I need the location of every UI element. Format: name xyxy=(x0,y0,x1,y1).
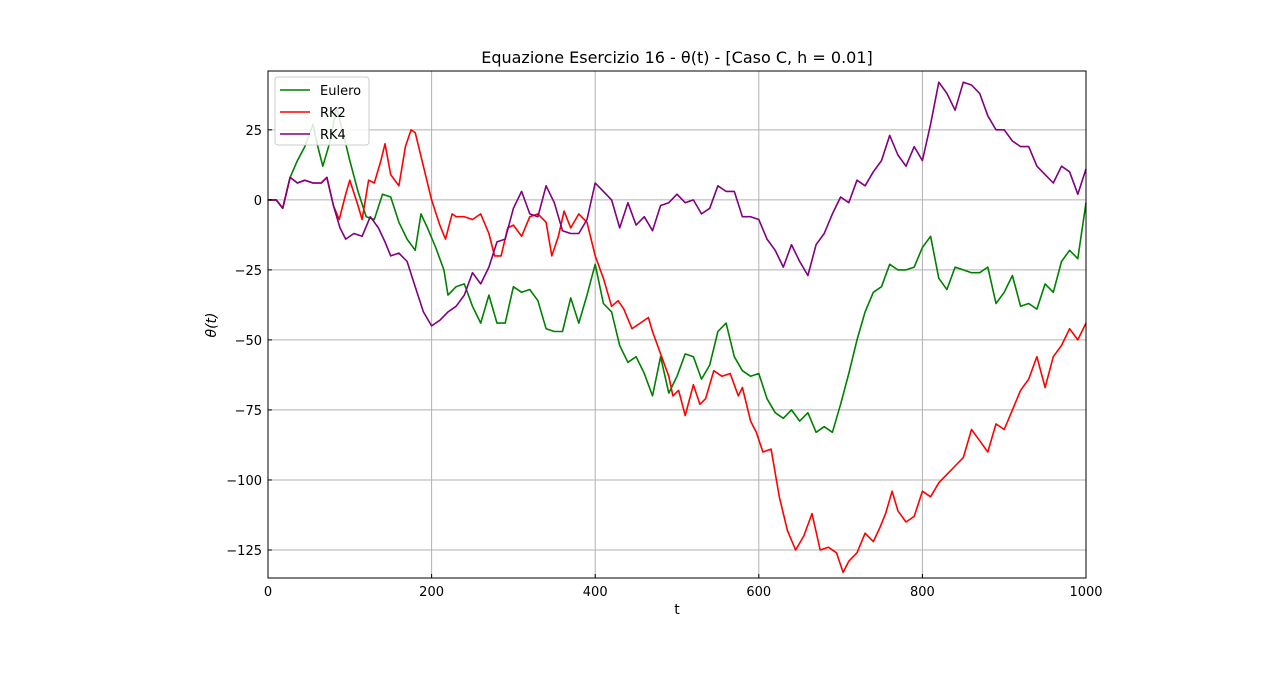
grid xyxy=(268,71,1086,578)
legend: Eulero RK2 RK4 xyxy=(274,76,370,146)
x-tick-label: 0 xyxy=(264,585,272,600)
x-tick-label: 1000 xyxy=(1069,585,1102,600)
series-line-rk2 xyxy=(268,129,1087,574)
y-tick-label: −100 xyxy=(226,474,262,489)
plot-lines xyxy=(268,81,1087,574)
legend-label-rk4: RK4 xyxy=(320,128,346,143)
legend-box xyxy=(274,76,370,146)
y-tick-label: −125 xyxy=(226,544,262,559)
y-tick-label: −75 xyxy=(235,404,262,419)
legend-label-rk2: RK2 xyxy=(320,106,346,121)
legend-label-eulero: Eulero xyxy=(320,84,361,99)
plot-frame xyxy=(267,70,1087,579)
x-tick-label: 800 xyxy=(910,585,935,600)
y-tick-label: −25 xyxy=(235,264,262,279)
y-axis-title: θ(t) xyxy=(204,313,220,338)
y-tick-label: 25 xyxy=(245,124,262,139)
y-tick-label: 0 xyxy=(254,194,262,209)
x-tick-label: 200 xyxy=(419,585,444,600)
x-tick-label: 600 xyxy=(746,585,771,600)
x-tick-label: 400 xyxy=(583,585,608,600)
series-line-eulero xyxy=(268,106,1087,434)
series-line-rk4 xyxy=(268,81,1087,327)
x-axis-title: t xyxy=(674,602,680,618)
ticks: 0 200 400 600 800 1000 −125 −100 −75 −50 −25 0 25 xyxy=(226,124,1102,600)
y-tick-label: −50 xyxy=(235,334,262,349)
chart-title: Equazione Esercizio 16 - θ(t) - [Caso C,… xyxy=(481,48,873,67)
